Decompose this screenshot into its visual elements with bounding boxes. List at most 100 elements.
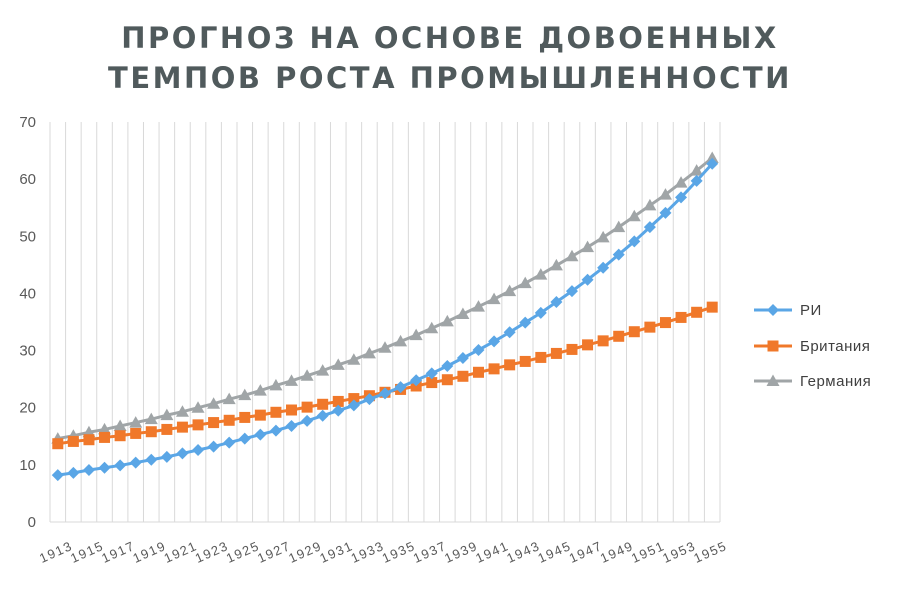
- data-point: [175, 405, 189, 417]
- y-tick-label: 40: [19, 285, 36, 302]
- legend-marker: [766, 374, 780, 386]
- data-point: [83, 434, 95, 446]
- data-point: [207, 397, 221, 409]
- data-point: [658, 188, 672, 200]
- legend-item-3: Германия: [754, 373, 871, 390]
- data-point: [613, 330, 625, 342]
- data-point: [659, 317, 671, 329]
- data-point: [612, 220, 626, 233]
- vertical-gridlines: [49, 122, 721, 522]
- data-point: [519, 316, 532, 329]
- data-point: [129, 456, 142, 469]
- data-point: [535, 351, 547, 363]
- data-point: [503, 284, 517, 297]
- data-point: [690, 164, 704, 176]
- data-point: [254, 409, 266, 421]
- data-point: [331, 358, 345, 370]
- data-point: [440, 314, 454, 327]
- data-point: [270, 406, 282, 418]
- x-tick-label: 1955: [691, 538, 729, 566]
- series-3: [51, 151, 719, 444]
- y-tick-label: 30: [19, 343, 36, 360]
- data-point: [379, 387, 391, 400]
- data-point: [223, 436, 236, 449]
- data-point: [67, 466, 80, 479]
- series-group: [51, 151, 719, 482]
- data-point: [456, 307, 470, 319]
- data-point: [332, 395, 344, 407]
- data-point: [223, 414, 235, 426]
- data-point: [456, 352, 469, 364]
- data-point: [317, 398, 329, 410]
- data-point: [503, 326, 516, 339]
- data-point: [457, 370, 469, 382]
- data-point: [301, 401, 313, 413]
- data-point: [192, 444, 205, 456]
- data-point: [269, 424, 282, 437]
- data-point: [565, 249, 579, 262]
- data-point: [627, 209, 641, 222]
- data-point: [347, 399, 360, 412]
- data-point: [659, 206, 672, 219]
- legend-item-1: РИ: [754, 302, 821, 319]
- data-point: [129, 416, 143, 428]
- data-point: [161, 423, 173, 435]
- data-point: [628, 235, 641, 248]
- legend-item-2: Британия: [754, 338, 870, 355]
- series-2: [52, 301, 718, 450]
- data-point: [690, 174, 703, 187]
- data-point: [208, 417, 220, 429]
- data-point: [239, 411, 251, 423]
- data-point: [705, 151, 719, 163]
- data-point: [504, 359, 516, 371]
- data-point: [192, 419, 204, 431]
- data-point: [300, 369, 314, 381]
- x-axis: 1913191519171919192119231925192719291931…: [37, 521, 729, 566]
- data-point: [675, 191, 688, 204]
- data-point: [362, 346, 376, 359]
- data-point: [471, 300, 485, 312]
- data-point: [176, 447, 189, 460]
- y-tick-label: 0: [28, 514, 36, 531]
- data-point: [238, 432, 251, 445]
- data-point: [253, 384, 267, 396]
- data-point: [519, 355, 531, 367]
- data-point: [301, 414, 314, 427]
- data-point: [67, 435, 79, 447]
- data-point: [675, 311, 687, 323]
- data-point: [316, 409, 329, 422]
- y-tick-label: 70: [19, 114, 36, 131]
- data-point: [425, 321, 439, 334]
- data-point: [549, 258, 563, 271]
- data-point: [426, 377, 438, 389]
- data-point: [238, 388, 252, 401]
- data-point: [114, 430, 126, 442]
- y-tick-label: 20: [19, 400, 36, 417]
- data-point: [706, 301, 718, 313]
- data-point: [363, 393, 376, 406]
- legend-label: Германия: [800, 373, 871, 390]
- chart-title: ПРОГНОЗ НА ОСНОВЕ ДОВОЕННЫХ ТЕМПОВ РОСТА…: [0, 18, 900, 98]
- data-point: [581, 273, 594, 286]
- data-point: [628, 326, 640, 338]
- data-point: [597, 335, 609, 347]
- data-point: [566, 343, 578, 355]
- data-point: [269, 378, 283, 391]
- data-point: [82, 464, 95, 476]
- legend: РИ Британия Германия: [754, 302, 871, 390]
- data-point: [114, 459, 127, 472]
- data-point: [254, 428, 267, 441]
- data-point: [130, 427, 142, 439]
- data-point: [441, 360, 454, 372]
- data-point: [176, 421, 188, 433]
- data-point: [207, 440, 220, 453]
- data-point: [612, 248, 625, 261]
- data-point: [160, 408, 174, 421]
- data-point: [348, 393, 360, 405]
- data-point: [534, 306, 547, 319]
- legend-label: Британия: [800, 338, 870, 355]
- data-point: [488, 335, 501, 348]
- data-point: [472, 366, 484, 378]
- data-point: [285, 420, 298, 432]
